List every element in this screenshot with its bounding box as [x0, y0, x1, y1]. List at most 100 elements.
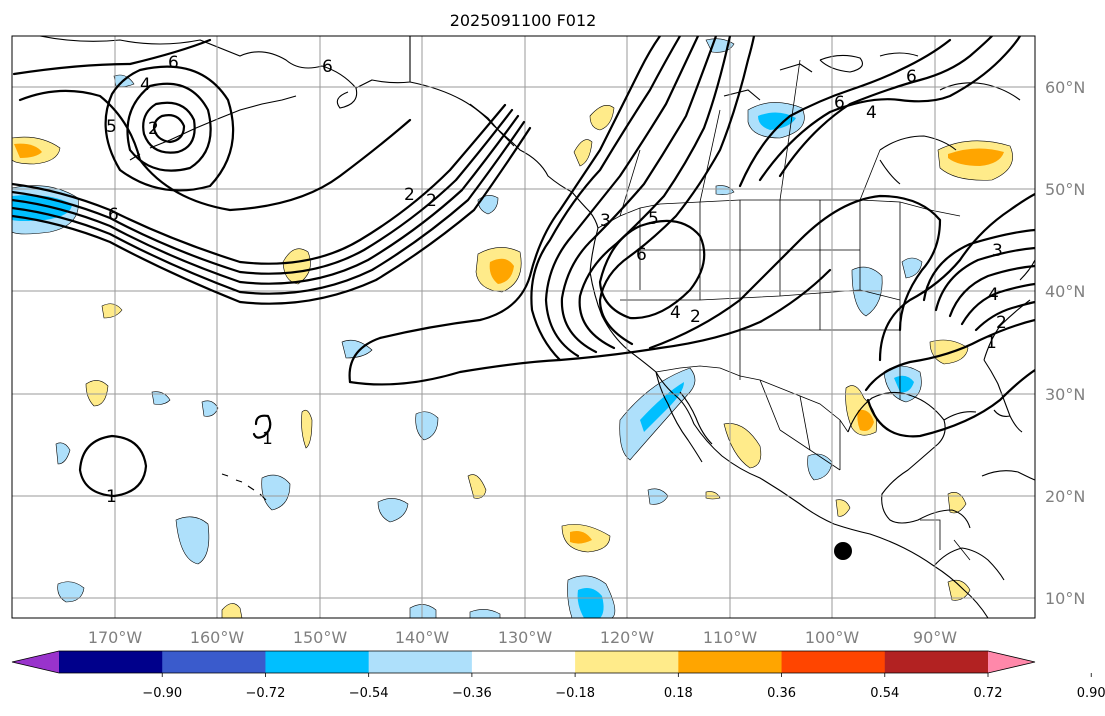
- anomaly-patch: [489, 258, 514, 284]
- colorbar-swatch: [162, 651, 266, 673]
- contour-label: 6: [636, 245, 647, 265]
- contour-line: [12, 114, 520, 285]
- contour-label: 4: [140, 75, 151, 95]
- colorbar-swatches: [12, 651, 1035, 673]
- east-coast: [983, 259, 1035, 361]
- lon-label: 100°W: [805, 628, 860, 647]
- anomaly-patch: [301, 409, 313, 449]
- anomaly-patch: [415, 411, 439, 441]
- contour-line: [934, 246, 1035, 312]
- contour-label: 2: [426, 191, 437, 211]
- contour-line: [18, 89, 412, 212]
- contour-line: [922, 228, 1035, 302]
- contour-label: 2: [404, 185, 415, 205]
- longitude-labels: 170°W 160°W 150°W 140°W 130°W 120°W 110°…: [88, 628, 957, 647]
- contour-label: 1: [106, 487, 117, 507]
- contour-label: 6: [906, 67, 917, 87]
- colorbar-swatch: [575, 651, 679, 673]
- contour-label: 4: [670, 303, 681, 323]
- colorbar-extend-high: [988, 651, 1035, 673]
- colorbar-tick-label: −0.72: [246, 686, 286, 701]
- anomaly-patch: [477, 195, 499, 215]
- colorbar-ticks: −0.90 −0.72 −0.54 −0.36 −0.18 0.18 0.36 0.54 0.7…: [142, 673, 1105, 701]
- contour-line: [778, 36, 994, 178]
- lon-label: 130°W: [498, 628, 553, 647]
- us-canada-border: [597, 199, 961, 229]
- colorbar-tick-label: 0.36: [767, 686, 796, 701]
- anomaly-patch: [901, 257, 923, 279]
- florida-coast: [983, 359, 1023, 433]
- colorbar-swatch: [678, 651, 783, 673]
- colorbar-swatch: [368, 651, 473, 673]
- lat-label: 30°N: [1045, 385, 1085, 404]
- contour-label: 5: [648, 209, 659, 229]
- contour-line: [348, 268, 832, 386]
- cuba-coast: [981, 470, 1035, 481]
- contour-line: [12, 126, 532, 305]
- lat-label: 20°N: [1045, 487, 1085, 506]
- contour-label: 4: [866, 103, 877, 123]
- anomaly-patch: [758, 112, 796, 130]
- central-america-borders: [920, 519, 971, 561]
- anomaly-patch: [151, 391, 171, 405]
- contour-label: 5: [106, 117, 117, 137]
- anomaly-patch: [947, 579, 971, 601]
- anomaly-patch: [101, 303, 123, 319]
- anomaly-patch: [201, 400, 219, 417]
- lon-label: 150°W: [293, 628, 348, 647]
- colorbar-tick-label: 0.18: [664, 686, 693, 701]
- contour-line: [864, 318, 1035, 392]
- contour-label: 6: [168, 53, 179, 73]
- contour-line: [152, 114, 186, 144]
- colorbar-tick-label: 0.54: [870, 686, 899, 701]
- contour-line: [948, 264, 1035, 318]
- contour-line: [578, 36, 732, 350]
- lat-label: 10°N: [1045, 589, 1085, 608]
- contour-line: [252, 414, 272, 439]
- lon-label: 110°W: [703, 628, 758, 647]
- colorbar-outline: [11, 650, 1036, 674]
- contour-line: [12, 108, 514, 275]
- contour-line: [648, 194, 942, 350]
- anomaly-patch: [947, 492, 967, 514]
- lat-label: 60°N: [1045, 78, 1085, 97]
- colorbar-tick-label: −0.36: [452, 686, 492, 701]
- contour-line: [598, 219, 706, 320]
- contour-line: [78, 434, 148, 498]
- contour-line: [104, 65, 235, 192]
- lon-label: 140°W: [395, 628, 450, 647]
- anomaly-patch: [14, 143, 42, 158]
- anomaly-patch: [55, 442, 71, 465]
- contour-label: 4: [988, 285, 999, 305]
- baja-california: [655, 371, 713, 463]
- contour-line: [348, 36, 662, 384]
- anomaly-patch: [570, 531, 592, 544]
- contour-label: 3: [600, 211, 611, 231]
- coastlines: [39, 36, 1035, 618]
- anomaly-patch: [857, 409, 874, 431]
- anomaly-patch: [175, 516, 210, 565]
- political-borders: [409, 36, 971, 561]
- height-contours: [12, 36, 1035, 498]
- us-west-coast: [589, 227, 989, 618]
- contour-line: [12, 38, 212, 76]
- anomaly-patch: [577, 588, 604, 618]
- anomaly-patch: [894, 375, 914, 393]
- anomaly-patch: [377, 498, 409, 523]
- colorbar-swatch: [265, 651, 370, 673]
- contour-line: [598, 36, 756, 346]
- anomaly-patch: [723, 423, 762, 469]
- hudson-bay-coast: [879, 82, 1021, 185]
- colorbar-tick-label: −0.18: [555, 686, 595, 701]
- colorbar-tick-label: 0.72: [974, 686, 1003, 701]
- graticule: [12, 36, 1035, 618]
- colorbar-swatch: [471, 651, 576, 673]
- mexico-state-borders: [759, 379, 841, 471]
- lon-label: 120°W: [600, 628, 655, 647]
- anomaly-patch: [705, 491, 721, 500]
- lon-label: 90°W: [913, 628, 957, 647]
- storm-position-marker: [834, 542, 852, 560]
- contour-line: [960, 282, 1035, 326]
- colorbar-swatch: [59, 651, 163, 673]
